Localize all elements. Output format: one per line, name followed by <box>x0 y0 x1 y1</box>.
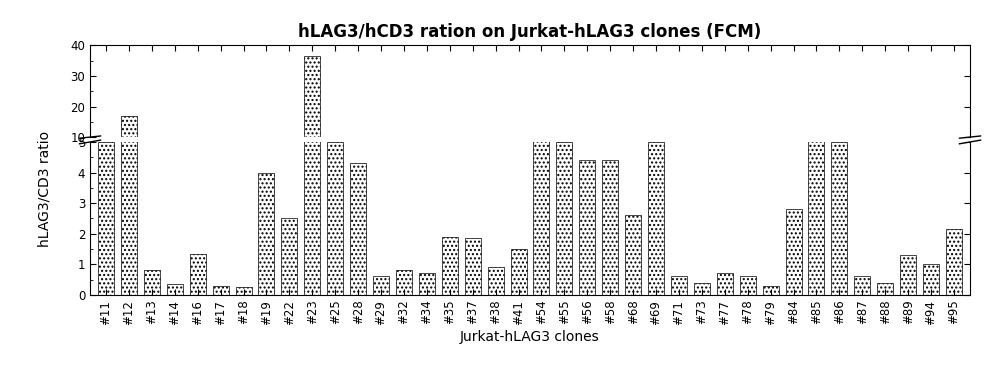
Bar <box>236 167 252 168</box>
Bar <box>946 229 962 295</box>
Bar <box>396 270 412 295</box>
Bar <box>694 166 710 168</box>
Bar <box>808 138 824 168</box>
Bar <box>808 0 824 295</box>
Bar <box>717 273 733 295</box>
Bar <box>648 142 664 295</box>
Bar <box>533 145 549 168</box>
Bar <box>694 283 710 295</box>
Bar <box>373 276 389 295</box>
Bar <box>648 152 664 168</box>
Bar <box>419 273 435 295</box>
Bar <box>236 287 252 295</box>
Bar <box>671 276 687 295</box>
Bar <box>167 284 183 295</box>
Bar <box>258 172 274 295</box>
Bar <box>877 166 893 168</box>
Bar <box>442 162 458 168</box>
Bar <box>854 276 870 295</box>
Bar <box>304 56 320 168</box>
Bar <box>98 142 114 295</box>
Bar <box>121 0 137 295</box>
Bar <box>786 209 802 295</box>
X-axis label: Jurkat-hLAG3 clones: Jurkat-hLAG3 clones <box>460 330 600 344</box>
Bar <box>190 164 206 168</box>
Bar <box>488 165 504 168</box>
Bar <box>350 163 366 295</box>
Bar <box>373 166 389 168</box>
Bar <box>190 254 206 295</box>
Bar <box>763 286 779 295</box>
Bar <box>327 152 343 168</box>
Bar <box>213 286 229 295</box>
Bar <box>350 155 366 168</box>
Bar <box>281 218 297 295</box>
Bar <box>327 142 343 295</box>
Bar <box>602 154 618 168</box>
Bar <box>854 166 870 168</box>
Bar <box>511 163 527 168</box>
Bar <box>144 165 160 168</box>
Bar <box>900 164 916 168</box>
Bar <box>556 152 572 168</box>
Bar <box>98 152 114 168</box>
Bar <box>281 160 297 168</box>
Bar <box>877 283 893 295</box>
Text: hLAG3/CD3 ratio: hLAG3/CD3 ratio <box>38 131 52 247</box>
Bar <box>258 155 274 168</box>
Bar <box>923 164 939 168</box>
Bar <box>946 161 962 168</box>
Bar <box>144 270 160 295</box>
Bar <box>579 160 595 295</box>
Bar <box>121 116 137 168</box>
Bar <box>900 255 916 295</box>
Bar <box>786 159 802 168</box>
Bar <box>465 238 481 295</box>
Title: hLAG3/hCD3 ration on Jurkat-hLAG3 clones (FCM): hLAG3/hCD3 ration on Jurkat-hLAG3 clones… <box>298 23 762 41</box>
Bar <box>465 162 481 168</box>
Bar <box>923 264 939 295</box>
Bar <box>602 160 618 295</box>
Bar <box>831 142 847 295</box>
Bar <box>740 276 756 295</box>
Bar <box>579 154 595 168</box>
Bar <box>511 249 527 295</box>
Bar <box>304 0 320 295</box>
Bar <box>556 142 572 295</box>
Bar <box>419 166 435 168</box>
Bar <box>740 166 756 168</box>
Bar <box>396 165 412 168</box>
Bar <box>442 237 458 295</box>
Bar <box>831 152 847 168</box>
Bar <box>763 167 779 168</box>
Bar <box>533 65 549 295</box>
Bar <box>488 267 504 295</box>
Bar <box>717 166 733 168</box>
Bar <box>625 160 641 168</box>
Bar <box>625 215 641 295</box>
Bar <box>671 166 687 168</box>
Bar <box>213 167 229 168</box>
Bar <box>167 167 183 168</box>
